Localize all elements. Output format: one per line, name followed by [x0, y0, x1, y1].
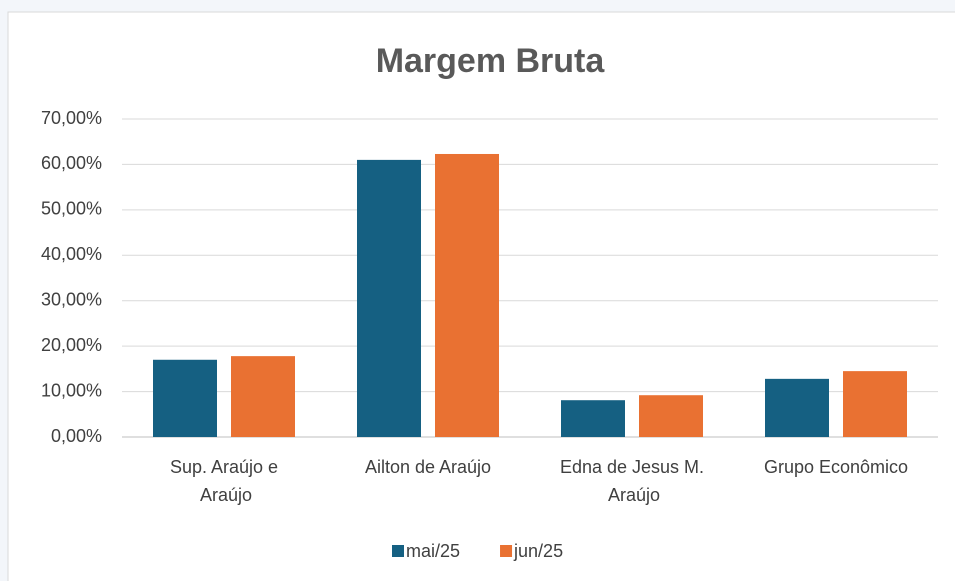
- bar: [639, 395, 703, 437]
- y-tick-label: 10,00%: [41, 380, 102, 400]
- bar: [357, 159, 421, 437]
- legend-swatch: [392, 545, 404, 557]
- x-tick-label: Edna de Jesus M. Araújo: [560, 457, 704, 505]
- y-tick-label: 60,00%: [41, 153, 102, 173]
- x-tick-label: Ailton de Araújo: [365, 457, 491, 477]
- bar: [153, 359, 217, 437]
- bar: [435, 153, 499, 438]
- bar: [231, 356, 295, 437]
- y-tick-label: 30,00%: [41, 289, 102, 309]
- y-tick-label: 0,00%: [51, 426, 102, 446]
- legend-label: jun/25: [513, 541, 563, 561]
- legend-label: mai/25: [406, 541, 460, 561]
- bar: [561, 400, 625, 437]
- x-tick-label: Grupo Econômico: [764, 457, 908, 477]
- legend-swatch: [500, 545, 513, 557]
- y-tick-label: 50,00%: [41, 199, 102, 219]
- y-tick-label: 70,00%: [41, 108, 102, 128]
- bar: [843, 371, 907, 437]
- chart-title: Margem Bruta: [376, 42, 606, 80]
- y-tick-label: 40,00%: [41, 244, 102, 264]
- y-tick-label: 20,00%: [41, 335, 102, 355]
- bar: [765, 378, 829, 437]
- x-tick-label: Sup. Araújo e Araújo: [170, 457, 278, 505]
